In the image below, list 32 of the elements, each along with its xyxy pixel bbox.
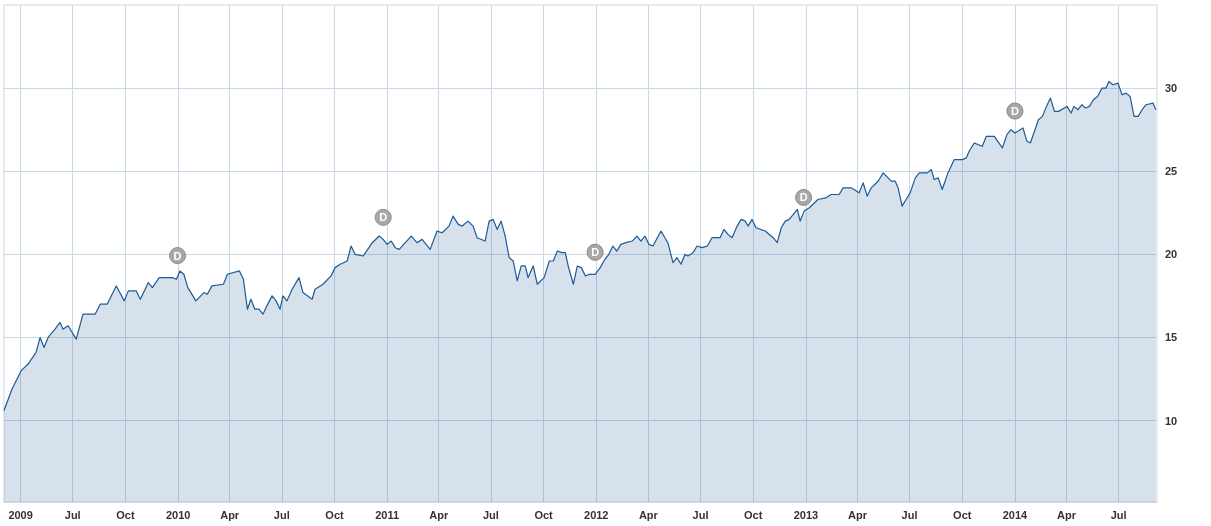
x-tick-label: Oct [744,508,763,521]
x-tick-label: Apr [220,508,240,521]
x-tick-label: Jul [1110,508,1127,521]
x-tick-label: Oct [325,508,344,521]
x-tick-label: 2011 [375,508,400,521]
y-tick-label: 10 [1165,414,1178,427]
x-tick-label: Apr [429,508,449,521]
x-tick-label: 2014 [1002,508,1029,521]
x-tick-label: 2010 [165,508,191,521]
x-tick-label: Apr [847,508,868,521]
y-tick-label: 15 [1165,331,1178,344]
x-tick-label: 2009 [8,508,33,521]
x-tick-label: 2013 [793,508,819,521]
x-tick-label: Apr [638,508,659,521]
x-tick-label: Oct [534,508,554,521]
annotation: D [1010,104,1019,117]
y-tick-label: 25 [1165,165,1178,178]
x-tick-label: Oct [116,508,135,521]
x-tick-label: Jul [482,508,499,521]
annotation: D [591,246,600,259]
annotation: D [173,249,182,262]
annotation: D [379,211,388,224]
y-tick-label: 30 [1165,82,1178,95]
x-tick-label: 2012 [584,508,609,521]
x-tick-label: Jul [273,508,290,521]
x-tick-label: Jul [901,508,918,521]
x-tick-label: Oct [953,508,972,521]
x-tick-label: Apr [1057,508,1077,521]
x-tick-label: Jul [64,508,81,521]
x-tick-label: Jul [692,508,709,521]
y-tick-label: 20 [1165,248,1178,261]
annotation: D [799,191,808,204]
